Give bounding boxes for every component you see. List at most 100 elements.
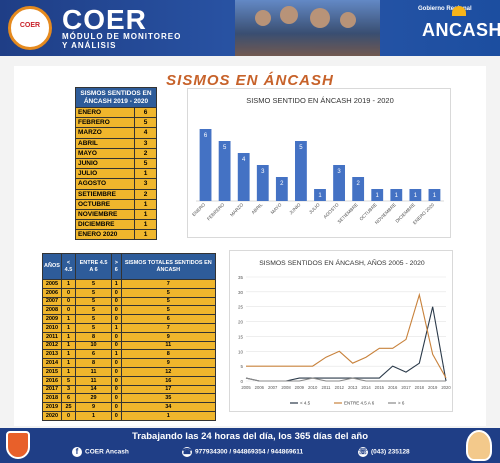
yearly-header-cell: SISMOS TOTALES SENTIDOS EN ÁNCASH: [120, 253, 217, 280]
bar-category-label: OCTUBRE: [359, 202, 378, 221]
yearly-cell: 0: [60, 287, 77, 298]
table-row: 2014 1 8 0 9: [42, 358, 217, 368]
table-row: AGOSTO 3: [75, 178, 157, 190]
bar-value-label: 1: [395, 193, 399, 199]
month-label: DICIEMBRE: [75, 219, 135, 231]
table-row: 2007 0 5 0 5: [42, 296, 217, 307]
yearly-cell: 11: [120, 340, 217, 351]
month-value: 1: [134, 198, 157, 210]
bar-value-label: 5: [223, 145, 227, 151]
yearly-cell: 1: [60, 340, 77, 351]
yearly-cell: 0: [110, 384, 122, 395]
month-value: 1: [134, 219, 157, 231]
yearly-cell: 25: [60, 402, 77, 412]
yearly-cell: 5: [75, 305, 112, 316]
bar-category-label: JULIO: [308, 202, 321, 215]
month-label: JUNIO: [75, 157, 135, 170]
table-row: JULIO 1: [75, 168, 157, 180]
yearly-cell: 5: [120, 305, 217, 316]
footer: Trabajando las 24 horas del día, los 365…: [0, 428, 500, 463]
bar-category-label: SETIEMBRE: [337, 202, 359, 224]
yearly-cell: 1: [110, 322, 122, 333]
yearly-cell: 2011: [42, 331, 62, 342]
brand-title: COER: [62, 4, 147, 35]
x-tick-label: 2013: [348, 385, 358, 390]
series-line: [246, 292, 447, 379]
bar: [199, 129, 212, 201]
yearly-cell: 16: [120, 375, 217, 386]
yearly-cell: 2018: [42, 393, 62, 404]
monthly-table-header: SISMOS SENTIDOS EN ÁNCASH 2019 - 2020: [75, 87, 157, 108]
bar-category-label: ENERO: [191, 202, 206, 217]
table-row: ABRIL 3: [75, 137, 157, 149]
x-tick-label: 2014: [361, 385, 371, 390]
subtitle-line1: MÓDULO DE MONITOREO: [62, 32, 182, 41]
yearly-cell: 9: [120, 331, 217, 342]
x-tick-label: 2007: [268, 385, 278, 390]
yearly-cell: 0: [110, 366, 122, 377]
yearly-cell: 1: [60, 314, 77, 324]
yearly-cell: 1: [60, 331, 77, 342]
yearly-cell: 1: [110, 349, 122, 360]
bar-value-label: 5: [299, 145, 303, 151]
yearly-cell: 2017: [42, 384, 62, 395]
yearly-cell: 6: [60, 393, 77, 404]
y-tick-label: 25: [238, 305, 244, 310]
yearly-cell: 7: [120, 322, 217, 333]
yearly-cell: 9: [75, 402, 112, 412]
month-label: AGOSTO: [75, 178, 135, 190]
yearly-cell: 2010: [42, 322, 62, 333]
yearly-cell: 1: [60, 366, 77, 377]
month-value: 1: [134, 229, 157, 241]
bar-value-label: 1: [433, 193, 437, 199]
month-label: ENERO 2020: [75, 229, 135, 241]
bar-value-label: 2: [356, 181, 360, 187]
yearly-cell: 0: [110, 296, 122, 307]
yearly-cell: 0: [110, 402, 122, 412]
table-row: MARZO 4: [75, 127, 157, 139]
telephone-icon: ☏: [358, 447, 369, 457]
footer-tagline: Trabajando las 24 horas del día, los 365…: [131, 431, 368, 442]
x-tick-label: 2018: [415, 385, 425, 390]
bar: [390, 189, 403, 201]
yearly-cell: 2019: [42, 402, 62, 412]
month-label: JULIO: [75, 168, 135, 180]
month-value: 1: [134, 208, 157, 221]
page-title: SISMOS EN ÁNCASH: [166, 72, 334, 89]
yearly-cell: 2006: [42, 287, 62, 298]
legend-label: < 4.5: [300, 401, 311, 406]
yearly-cell: 1: [60, 349, 77, 360]
phone-icon: ☎: [182, 447, 192, 457]
facebook-link[interactable]: f COER Ancash: [72, 447, 129, 457]
monthly-table: SISMOS SENTIDOS EN ÁNCASH 2019 - 2020 EN…: [75, 87, 157, 241]
table-row: 2016 5 11 0 16: [42, 375, 217, 386]
table-row: OCTUBRE 1: [75, 198, 157, 210]
month-value: 2: [134, 188, 157, 200]
yearly-cell: 12: [120, 366, 217, 377]
x-tick-label: 2019: [428, 385, 438, 390]
bar-value-label: 3: [337, 169, 341, 175]
month-value: 6: [134, 106, 157, 119]
month-value: 1: [134, 168, 157, 180]
line-chart-svg: SISMOS SENTIDOS EN ÁNCASH, AÑOS 2005 - 2…: [238, 258, 451, 406]
yearly-cell: 10: [75, 340, 112, 351]
yearly-cell: 5: [75, 287, 112, 298]
bar-chart-title: SISMO SENTIDO EN ÁNCASH 2019 - 2020: [246, 96, 394, 105]
bar-chart-svg: SISMO SENTIDO EN ÁNCASH 2019 - 2020 6 ENER…: [191, 96, 444, 225]
bar-category-label: AGOSTO: [322, 202, 340, 220]
bar-value-label: 6: [204, 133, 208, 139]
x-tick-label: 2005: [241, 385, 251, 390]
bar-category-label: FEBRERO: [206, 202, 226, 222]
yearly-cell: 2005: [42, 279, 62, 289]
yearly-cell: 0: [60, 305, 77, 316]
yearly-cell: 2012: [42, 340, 62, 351]
bar: [409, 189, 422, 201]
bar: [428, 189, 441, 201]
yearly-cell: 0: [110, 287, 122, 298]
bar: [256, 165, 269, 201]
y-tick-label: 10: [238, 349, 244, 354]
legend-label: > 6: [398, 401, 405, 406]
yearly-cell: 0: [110, 393, 122, 404]
table-row: 2019 25 9 0 34: [42, 402, 217, 412]
x-tick-label: 2017: [401, 385, 411, 390]
